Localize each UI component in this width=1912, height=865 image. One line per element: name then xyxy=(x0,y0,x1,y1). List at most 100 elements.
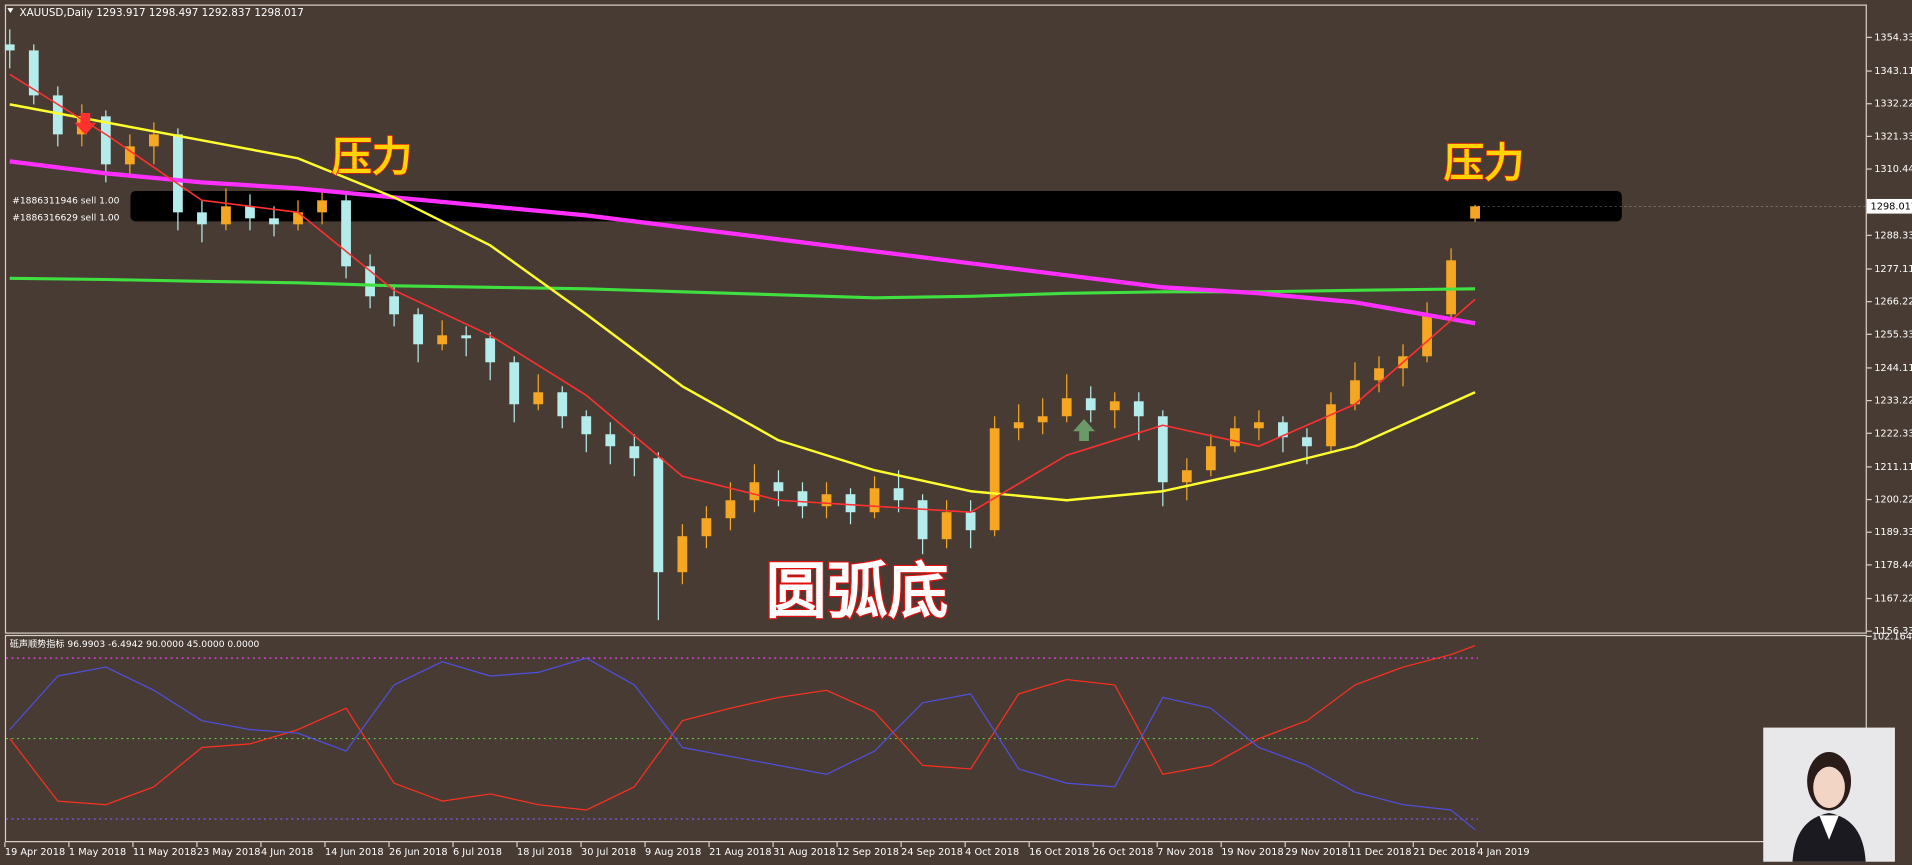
candle-body xyxy=(509,362,520,405)
y-tick-label: 1288.330 xyxy=(1874,230,1912,241)
candle-body xyxy=(941,512,952,540)
candle-body xyxy=(317,200,327,213)
y-tick-label: 1310.440 xyxy=(1874,164,1912,175)
candle-body xyxy=(437,335,448,345)
candle-body xyxy=(4,44,15,51)
candle-body xyxy=(845,494,856,513)
order-label: #1886316629 sell 1.00 xyxy=(12,213,119,223)
candle-body xyxy=(1037,416,1048,423)
candle-body xyxy=(893,488,904,501)
y-tick-label: 1266.220 xyxy=(1874,297,1912,308)
y-tick-label: 1343.110 xyxy=(1874,66,1912,77)
candle-body xyxy=(1205,446,1216,471)
indicator-line xyxy=(9,645,1476,811)
last-price-label: 1298.017 xyxy=(1871,201,1912,212)
candle-body xyxy=(461,335,472,339)
candle-body xyxy=(821,494,832,507)
x-tick-label: 4 Oct 2018 xyxy=(965,847,1019,858)
candle-body xyxy=(749,482,760,501)
candle-body xyxy=(485,338,496,363)
indicator-header: 砥声顺势指标 96.9903 -6.4942 90.0000 45.0000 0… xyxy=(10,638,260,650)
candle-body xyxy=(1470,206,1480,219)
x-tick-label: 11 Dec 2018 xyxy=(1349,847,1411,858)
y-tick-label: 1354.330 xyxy=(1874,32,1912,43)
candle-body xyxy=(1133,401,1144,417)
candle-body xyxy=(1422,314,1432,357)
x-tick-label: 12 Sep 2018 xyxy=(837,847,899,858)
photo-face xyxy=(1813,766,1845,809)
x-tick-label: 19 Apr 2018 xyxy=(5,847,65,858)
candle-body xyxy=(653,458,664,573)
annotation: 压力 xyxy=(1444,140,1524,186)
candle-body xyxy=(917,500,928,540)
candle-body xyxy=(797,491,808,507)
candle-body xyxy=(1061,398,1072,417)
x-tick-label: 1 May 2018 xyxy=(69,847,126,858)
x-tick-label: 14 Jun 2018 xyxy=(325,847,384,858)
candle-body xyxy=(1229,428,1240,447)
candle-body xyxy=(629,446,640,459)
candle-body xyxy=(989,428,1000,531)
candle-body xyxy=(1326,404,1336,447)
x-tick-label: 11 May 2018 xyxy=(133,847,197,858)
y-tick-label: 1167.220 xyxy=(1874,594,1912,605)
candle-body xyxy=(1085,398,1096,411)
y-tick-label: 1332.220 xyxy=(1874,99,1912,110)
x-tick-label: 19 Nov 2018 xyxy=(1221,847,1283,858)
candle-body xyxy=(557,392,568,417)
candle-body xyxy=(365,266,375,297)
y-tick-label: 1255.330 xyxy=(1874,329,1912,340)
candle-body xyxy=(413,314,424,345)
candle-body xyxy=(28,50,39,96)
candle-body xyxy=(533,392,544,405)
candle-body xyxy=(1157,416,1168,483)
buy-arrow xyxy=(1073,419,1096,442)
sell-arrow xyxy=(74,113,97,135)
y-tick-label: 1156.330 xyxy=(1874,626,1912,637)
candle-body xyxy=(389,296,399,315)
x-tick-label: 16 Oct 2018 xyxy=(1029,847,1089,858)
candle-body xyxy=(52,95,63,135)
symbol-header: XAUUSD,Daily 1293.917 1298.497 1292.837 … xyxy=(20,7,304,19)
last-price-box xyxy=(1866,198,1912,214)
candle-body xyxy=(605,434,616,447)
x-tick-label: 6 Jul 2018 xyxy=(453,847,502,858)
candle-body xyxy=(701,518,712,537)
y2-tick-label: 102.1645 xyxy=(1872,631,1912,642)
candle-body xyxy=(581,416,592,435)
candle-body xyxy=(245,206,255,219)
candle-body xyxy=(341,200,351,267)
y-tick-label: 1222.330 xyxy=(1874,428,1912,439)
candle-body xyxy=(221,206,231,225)
photo-collar xyxy=(1819,815,1839,840)
candle-body xyxy=(197,212,207,225)
x-tick-label: 21 Aug 2018 xyxy=(709,847,771,858)
x-tick-label: 26 Oct 2018 xyxy=(1093,847,1153,858)
order-label: #1886311946 sell 1.00 xyxy=(12,196,119,206)
candle-body xyxy=(149,134,159,147)
candle-body xyxy=(124,146,135,165)
candle-body xyxy=(173,134,183,213)
y-tick-label: 1211.110 xyxy=(1874,462,1912,473)
x-tick-label: 21 Dec 2018 xyxy=(1413,847,1475,858)
x-tick-label: 18 Jul 2018 xyxy=(517,847,572,858)
candle-body xyxy=(725,500,736,519)
annotation: 圆弧底 xyxy=(766,556,949,627)
y-tick-label: 1321.330 xyxy=(1874,131,1912,142)
candle-body xyxy=(1109,401,1120,411)
x-tick-label: 4 Jun 2018 xyxy=(261,847,313,858)
candle-body xyxy=(269,218,279,225)
moving-average xyxy=(9,73,1476,514)
chart-layer: 1354.330 1343.110 1332.220 1321.330 1310.440… xyxy=(4,29,1912,858)
candle-body xyxy=(1446,260,1456,315)
price-pane-frame xyxy=(4,4,1867,634)
candle-body xyxy=(1013,422,1024,429)
indicator-line xyxy=(9,657,1476,831)
resistance-zone xyxy=(130,191,1622,222)
candle-body xyxy=(1350,380,1360,405)
candle-body xyxy=(773,482,784,492)
candle-body xyxy=(293,212,303,225)
